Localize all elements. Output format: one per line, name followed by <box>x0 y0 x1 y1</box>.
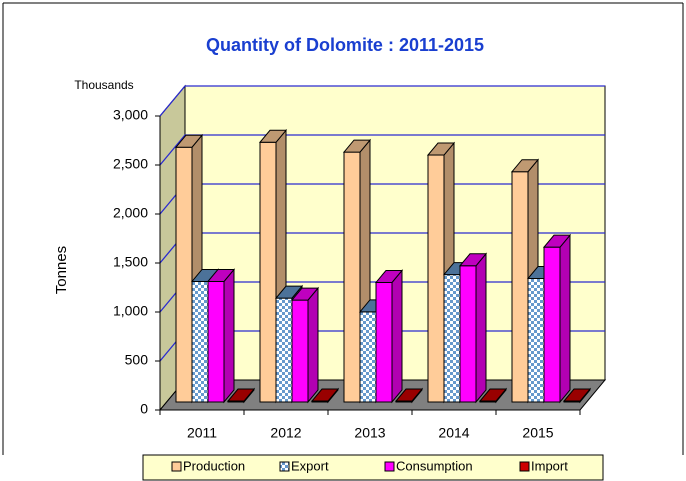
bar-top <box>274 285 304 299</box>
legend-swatch <box>171 461 182 472</box>
bar-top-shade <box>228 389 254 402</box>
legend-label: Consumption <box>396 458 473 473</box>
bar-front <box>427 154 445 403</box>
bar-top-shade <box>176 135 202 148</box>
bar-front <box>359 311 377 403</box>
bar-side-shade <box>560 235 570 402</box>
x-tick-label: 2015 <box>522 425 553 441</box>
y-tick-label: 3,000 <box>113 107 148 123</box>
bar <box>226 387 256 404</box>
bar <box>458 252 488 404</box>
bar-front <box>275 297 293 403</box>
bar-top-shade <box>460 253 486 266</box>
grid-line <box>159 134 605 166</box>
bar-top-shade <box>312 389 338 402</box>
bar-top-shade <box>260 130 286 143</box>
bar-top-shade <box>344 140 370 153</box>
bar-top <box>394 388 424 402</box>
bar-top <box>374 269 404 283</box>
bar-top <box>206 268 236 282</box>
bar-top-shade <box>544 235 570 248</box>
bar-top <box>478 388 508 402</box>
y-unit-label: Thousands <box>74 78 133 92</box>
bar-top-shade <box>292 288 318 301</box>
bar-top <box>510 159 540 173</box>
bar-top-shade <box>564 389 590 402</box>
legend-swatch <box>384 461 395 472</box>
legend-label: Export <box>291 458 329 473</box>
y-tick-label: 1,000 <box>113 303 148 319</box>
bar-top <box>542 234 572 248</box>
bar-top <box>426 142 456 156</box>
legend-label: Import <box>531 458 568 473</box>
bar-top <box>290 287 320 301</box>
bar-top-shade <box>208 269 234 282</box>
bar-front <box>175 146 193 403</box>
bar-top-shade <box>276 286 302 299</box>
bar-front <box>291 299 309 403</box>
bar-top-shade <box>376 270 402 283</box>
bar <box>290 286 320 404</box>
bar-top <box>342 139 372 153</box>
bar-top-shade <box>428 143 454 156</box>
bar-top <box>258 129 288 143</box>
legend-label: Production <box>183 458 245 473</box>
y-tick-label: 2,500 <box>113 156 148 172</box>
bar-top <box>310 388 340 402</box>
bar-top-shade <box>512 159 538 172</box>
bar-side-shade <box>224 269 234 402</box>
bar-top-shade <box>192 269 218 282</box>
bar-front <box>343 151 361 403</box>
bar-top <box>174 134 204 148</box>
bar-front <box>259 141 277 403</box>
bar <box>374 269 404 404</box>
chart-title: Quantity of Dolomite : 2011-2015 <box>206 35 484 55</box>
bar-side-shade <box>308 288 318 402</box>
bar-front <box>191 280 209 403</box>
x-tick-label: 2011 <box>187 425 217 441</box>
bar <box>206 268 236 404</box>
bar-front <box>527 278 545 403</box>
y-tick-label: 1,500 <box>113 254 148 270</box>
x-tick-label: 2012 <box>270 425 301 441</box>
y-tick-label: 500 <box>125 352 149 368</box>
x-tick-label: 2013 <box>354 425 385 441</box>
bar-top-shade <box>480 389 506 402</box>
legend-swatch <box>519 461 530 472</box>
bar <box>562 387 592 404</box>
bar-front <box>511 171 529 403</box>
bar-front <box>459 265 477 403</box>
x-tick-label: 2014 <box>438 425 469 441</box>
bar-top <box>226 388 256 402</box>
bar <box>478 387 508 404</box>
bar-front <box>543 246 561 403</box>
y-tick-label: 2,000 <box>113 205 148 221</box>
bar-side-shade <box>392 270 402 402</box>
grid-line <box>159 85 605 117</box>
legend-swatch <box>279 461 290 472</box>
y-tick-label: 0 <box>140 401 148 417</box>
bar-top <box>458 253 488 267</box>
bar-side-shade <box>476 253 486 402</box>
bar <box>394 387 424 404</box>
bar-front <box>207 280 225 403</box>
bar <box>542 233 572 404</box>
y-axis-label: Tonnes <box>53 246 70 294</box>
bar-front <box>375 281 393 403</box>
bar-front <box>443 274 461 403</box>
bar <box>310 387 340 404</box>
bar-top-shade <box>396 389 422 402</box>
bar-top <box>562 388 592 402</box>
